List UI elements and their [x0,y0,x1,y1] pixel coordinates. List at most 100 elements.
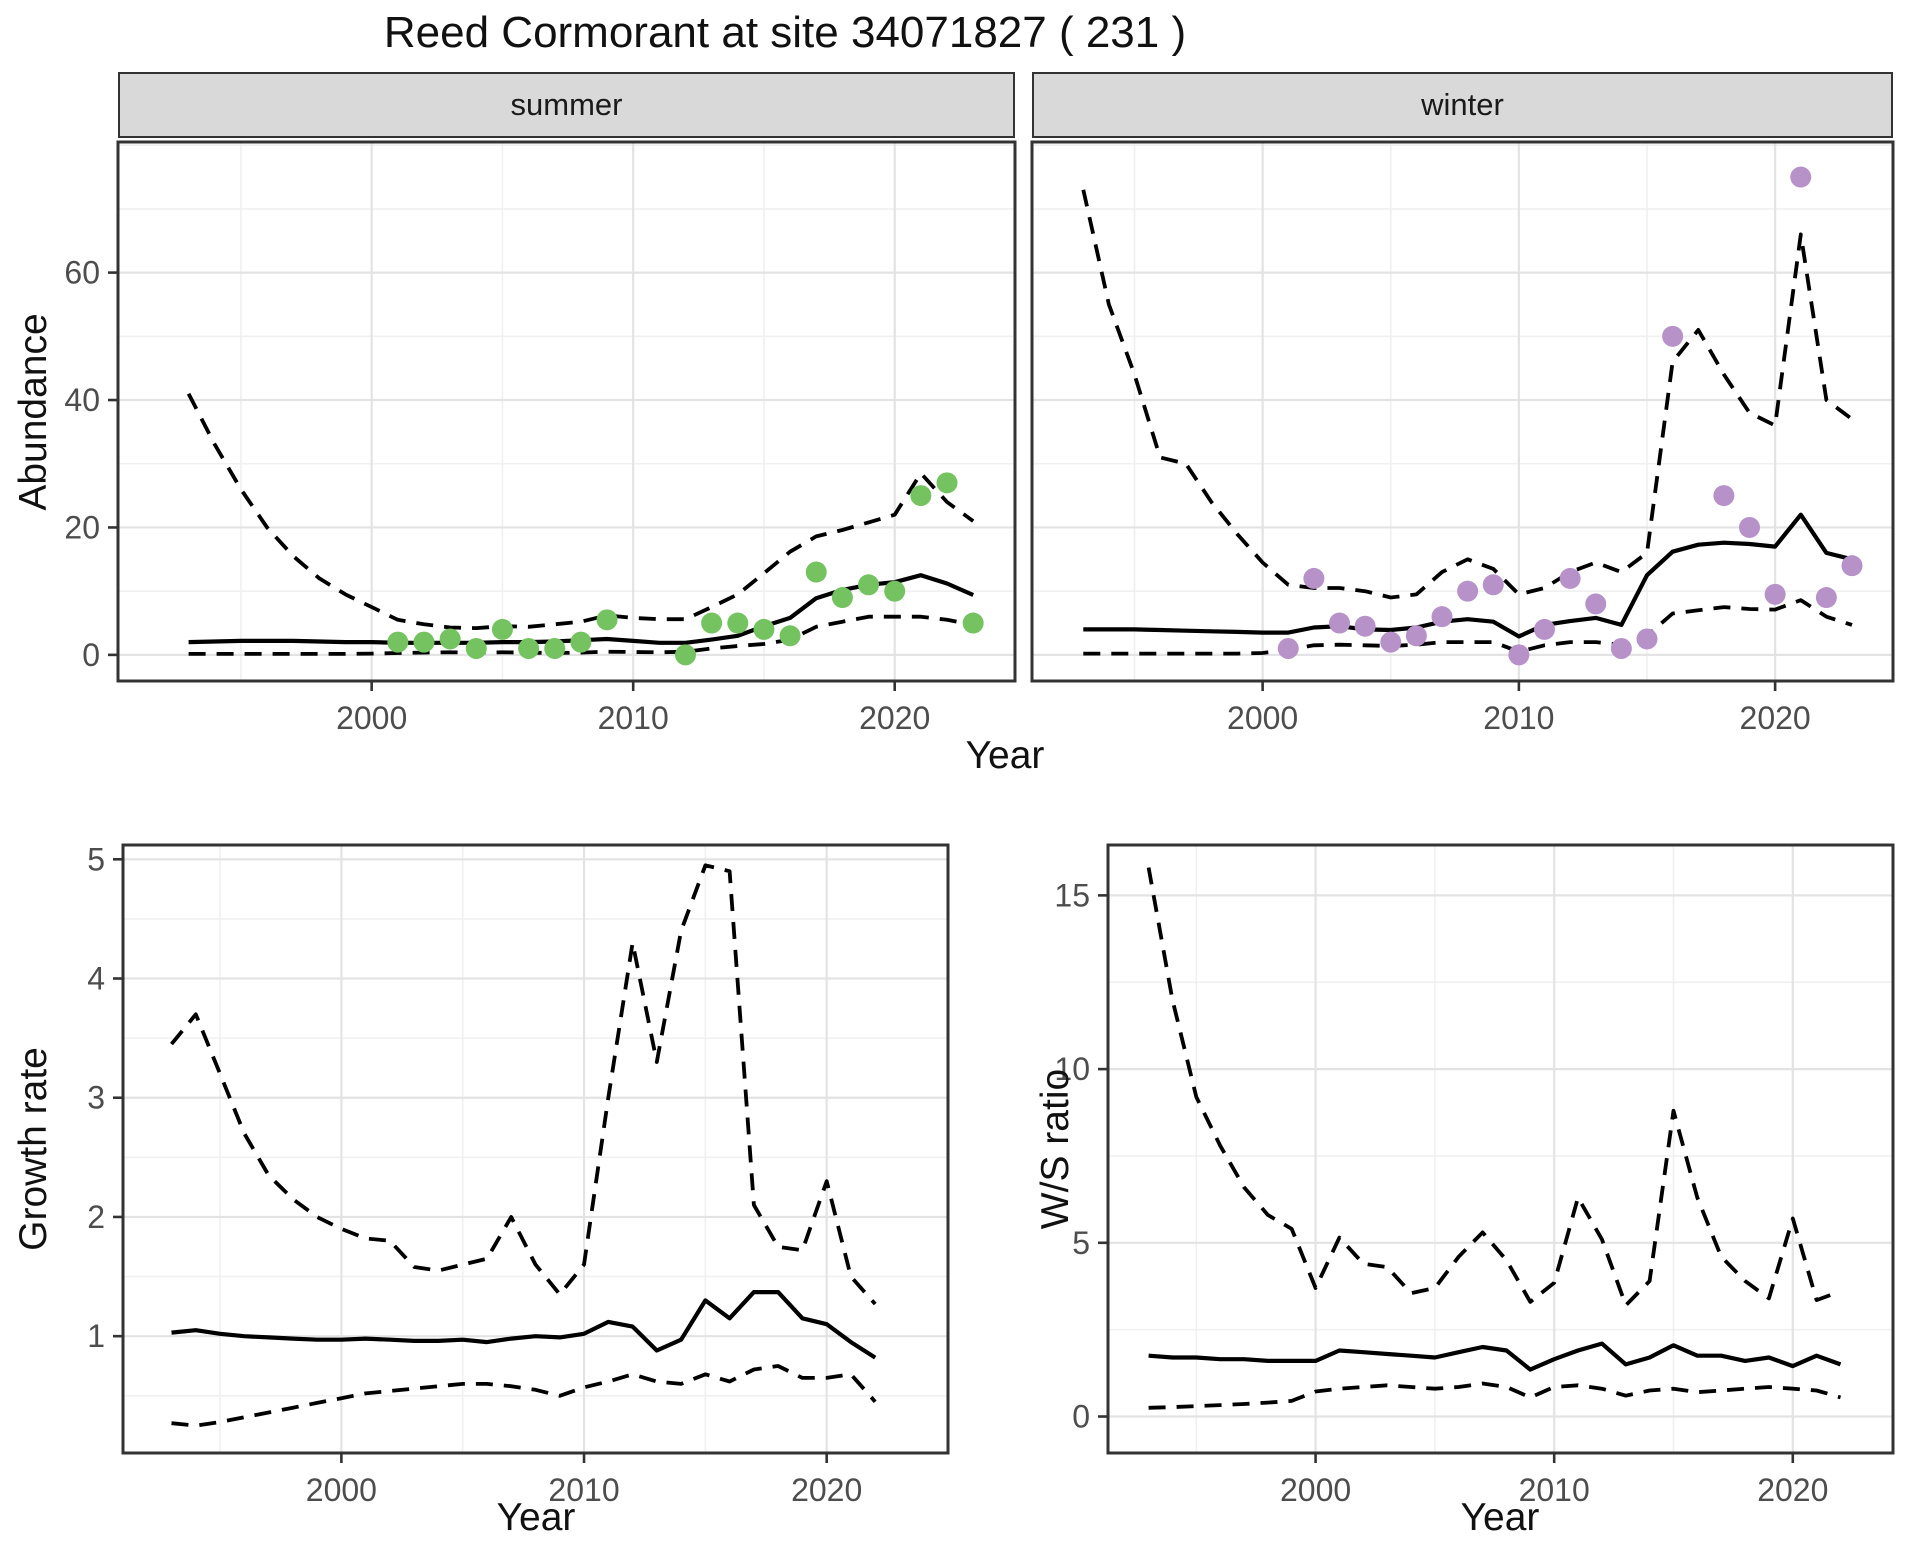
observation-point [1482,574,1504,596]
gridlines-minor [1032,142,1893,681]
panel-bg [118,142,1015,681]
abundance_winter-upper_ci-line [1081,189,1854,600]
panel-border [1106,843,1895,1455]
y-tick-label: 60 [64,255,100,291]
ws_ratio-lower_ci-line [1148,1381,1842,1410]
year-axis-title-growth: Year [496,1496,576,1539]
gridlines-major [118,142,1015,681]
facet-strip-summer: summer [118,72,1015,138]
x-tick-label: 2020 [859,700,930,736]
ws-ratio-axis-title: W/S ratio [1034,1068,1077,1230]
observation-point [1354,615,1376,637]
y-tick-label: 2 [87,1199,105,1235]
observation-point [1457,580,1479,602]
observation-point [465,638,487,660]
y-tick-label: 40 [64,382,100,418]
observation-point [596,609,618,631]
observation-point [674,644,696,666]
panel-abundance_summer: 2000 2010 2020 0 20 40 60 [64,140,1017,736]
y-tick-label: 0 [82,637,100,673]
panel-growth_rate: 2000 2010 2020 1 2 3 4 5 [87,841,950,1508]
chart-title: Reed Cormorant at site 34071827 ( 231 ) [383,8,1187,57]
observation-point [1508,644,1530,666]
observation-point [439,628,461,650]
facet-strip-summer-label: summer [510,87,623,122]
year-axis-title-top: Year [965,734,1045,777]
growth_rate-fit-line [171,1289,877,1360]
observation-point [727,612,749,634]
x-tick-label: 2020 [791,1472,862,1508]
panel-bg [123,845,948,1453]
observation-point [1585,593,1607,615]
x-tick-label: 2010 [598,700,669,736]
y-tick-label: 1 [87,1318,105,1354]
x-axis: 2000 2010 2020 [306,1453,862,1508]
abundance_winter-lower_ci-line [1083,598,1853,656]
panel-border [116,140,1017,683]
observation-point [1277,638,1299,660]
panel-abundance_winter: 2000 2010 2020 [1030,140,1895,736]
observation-point [1841,555,1863,577]
observation-point [1610,638,1632,660]
observation-point [491,618,513,640]
facet-strip-winter: winter [1032,72,1893,138]
ws_ratio-upper_ci-line [1146,867,1842,1308]
gridlines-minor [1108,845,1893,1453]
x-tick-label: 2010 [1519,1472,1590,1508]
observation-point [1329,612,1350,634]
growth_rate-upper_ci-line [170,863,877,1306]
y-tick-label: 15 [1054,877,1090,913]
observation-point [1534,618,1555,640]
observation-point [570,631,592,653]
observation-point [1380,631,1402,653]
observation-point [753,618,775,640]
x-tick-label: 2000 [1227,700,1298,736]
ws_ratio-fit-line [1148,1341,1842,1372]
y-tick-label: 4 [87,961,105,997]
abundance-axis-title: Abundance [12,313,55,511]
y-tick-label: 5 [87,841,105,877]
observation-point [1636,628,1658,650]
panel-border [121,843,950,1455]
observation-point [1815,587,1837,609]
winter_observations [1277,166,1863,666]
x-tick-label: 2020 [1757,1472,1828,1508]
x-tick-label: 2020 [1740,700,1811,736]
y-axis: 0 5 10 15 [1054,877,1108,1435]
observation-point [884,580,906,602]
observation-point [1764,583,1786,605]
y-tick-label: 20 [64,509,100,545]
abundance_summer-upper_ci-line [186,392,975,630]
abundance_winter-fit-line [1083,512,1853,639]
observation-point [831,587,853,609]
gridlines-minor [123,845,948,1453]
year-axis-title-ws: Year [1460,1496,1540,1539]
observation-point [805,561,827,583]
observation-point [936,472,958,494]
observation-point [1431,606,1453,628]
growth_rate-lower_ci-line [171,1364,877,1428]
observation-point [962,612,984,634]
x-tick-label: 2010 [1483,700,1554,736]
observation-point [1559,567,1581,589]
panel-border [1030,140,1895,683]
x-tick-label: 2000 [1280,1472,1351,1508]
observation-point [858,574,880,596]
observation-point [1739,516,1760,538]
observation-point [779,625,801,647]
observation-point [1405,625,1427,647]
x-axis: 2000 2010 2020 [1227,681,1811,736]
observation-point [1662,325,1684,347]
summer_observations [387,472,984,666]
y-axis: 1 2 3 4 5 [87,841,123,1354]
observation-point [413,631,435,653]
gridlines-minor [118,142,1015,681]
observation-point [387,631,409,653]
x-axis: 2000 2010 2020 [1280,1453,1828,1508]
y-tick-label: 3 [87,1080,105,1116]
observation-point [701,612,723,634]
y-tick-label: 5 [1072,1225,1090,1261]
x-tick-label: 2000 [306,1472,377,1508]
x-axis: 2000 2010 2020 [336,681,930,736]
